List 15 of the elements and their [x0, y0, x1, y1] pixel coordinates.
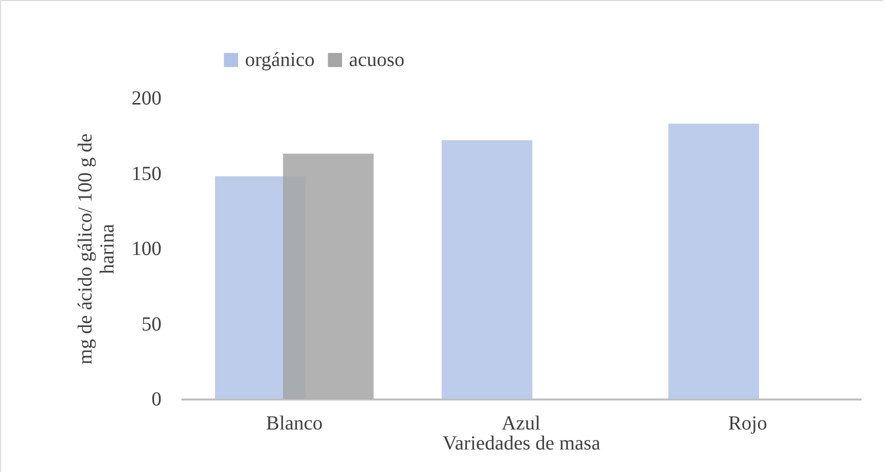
- y-tick-label: 200: [132, 88, 162, 110]
- y-axis-title: mg de ácido gálico/ 100 g de harina: [74, 133, 118, 365]
- legend-label: orgánico: [245, 49, 315, 71]
- x-tick-label: Rojo: [728, 412, 768, 434]
- y-tick-label: 0: [152, 388, 162, 410]
- x-axis-title: Variedades de masa: [442, 432, 600, 454]
- y-tick-label: 50: [142, 313, 162, 336]
- bar: [442, 140, 532, 399]
- x-tick-label: Blanco: [266, 412, 323, 434]
- y-tick-label: 100: [132, 238, 162, 260]
- y-tick-label: 150: [132, 162, 162, 185]
- bar: [668, 124, 759, 399]
- bar: [283, 154, 374, 399]
- x-tick-label: Azul: [502, 412, 541, 434]
- legend-label: acuoso: [349, 49, 405, 71]
